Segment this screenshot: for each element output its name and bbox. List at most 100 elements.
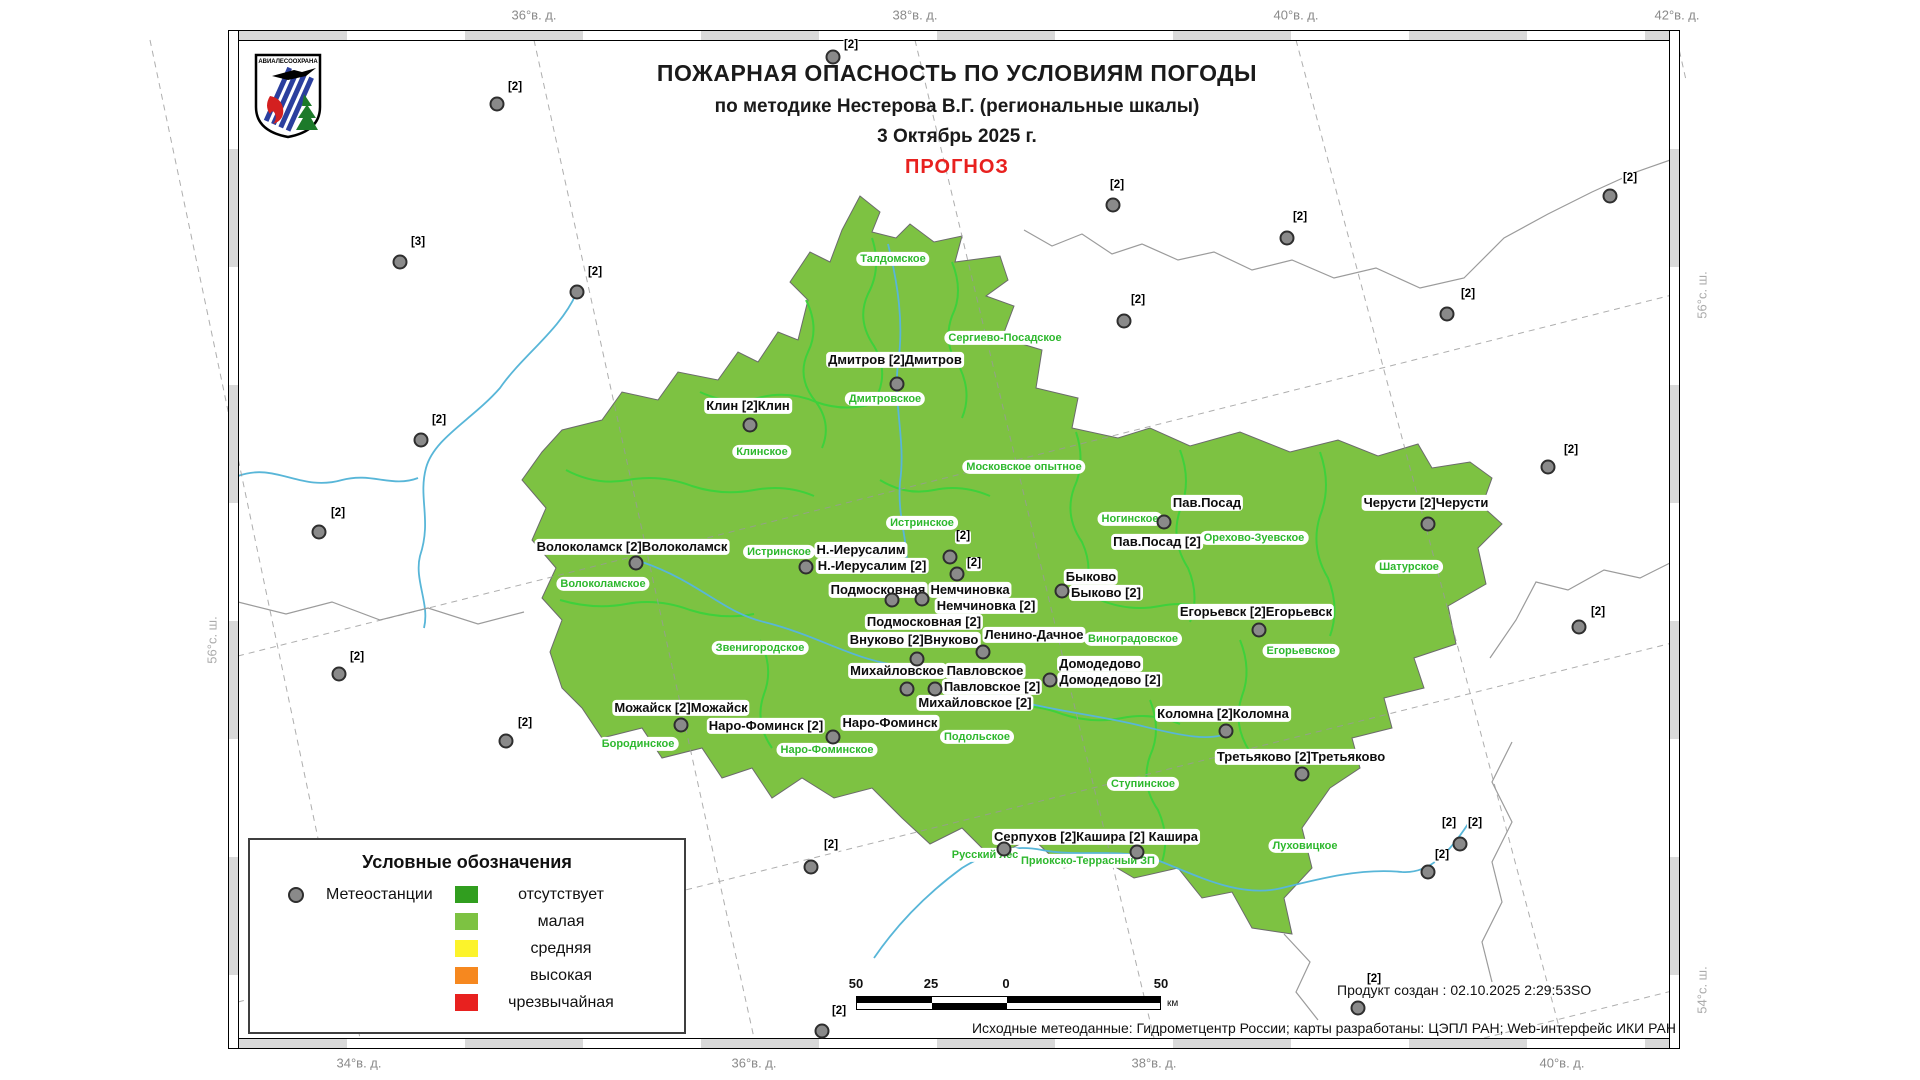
forestry-district-label: Виноградовское — [1084, 631, 1182, 647]
weather-station-dot — [825, 49, 841, 65]
weather-station-dot-icon — [288, 886, 304, 903]
station-count-label: [2] — [842, 39, 860, 53]
axis-label-longitude-top: 36°в. д. — [511, 7, 557, 23]
forestry-district-label: Истринское — [886, 515, 958, 531]
weather-station-name-label: Ленино-Дачное — [982, 626, 1086, 644]
weather-station-name-label: Домодедово — [1057, 655, 1143, 673]
weather-station-dot — [1116, 313, 1132, 329]
map-frame-bottom — [228, 1038, 1680, 1049]
weather-station-dot — [975, 644, 991, 660]
axis-label-latitude-left: 56°с. ш. — [204, 616, 220, 664]
station-count-label: [2] — [1466, 817, 1484, 831]
weather-station-dot — [803, 859, 819, 875]
forestry-district-label: Егорьевское — [1262, 643, 1340, 659]
moscow-oblast-region — [521, 195, 1503, 935]
station-count-label: [2] — [586, 266, 604, 280]
axis-label-longitude-bottom: 34°в. д. — [336, 1055, 382, 1071]
map-frame-top — [228, 30, 1680, 41]
weather-station-name-label: Наро-Фоминск [2] — [706, 717, 826, 735]
weather-station-dot — [311, 524, 327, 540]
station-count-label: [2] — [1433, 849, 1451, 863]
map-frame-right — [1669, 30, 1680, 1049]
weather-station-dot — [899, 681, 915, 697]
legend-class-row: средняя — [455, 935, 684, 962]
axis-label-longitude-top: 42°в. д. — [1654, 7, 1700, 23]
product-created-timestamp: Продукт создан : 02.10.2025 2:29:53SO — [1337, 982, 1592, 998]
station-count-label: [2] — [430, 414, 448, 428]
weather-station-dot — [392, 254, 408, 270]
weather-station-name-label: Пав.Посад — [1170, 494, 1244, 512]
map-frame-left — [228, 30, 239, 1049]
weather-station-dot — [1218, 723, 1234, 739]
legend-station-label: Метеостанции — [326, 885, 433, 903]
station-count-label: [2] — [348, 651, 366, 665]
forestry-district-label: Наро-Фоминское — [776, 742, 878, 758]
axis-label-longitude-bottom: 36°в. д. — [731, 1055, 777, 1071]
scale-bar-tick: 0 — [1002, 976, 1010, 991]
legend: Условные обозначения Метеостанции отсутс… — [248, 838, 686, 1034]
axis-label-longitude-top: 40°в. д. — [1273, 7, 1319, 23]
forestry-district-label: Клинское — [732, 444, 792, 460]
legend-class-label: высокая — [530, 966, 592, 984]
legend-swatch-icon — [455, 967, 478, 984]
station-count-label: [2] — [965, 557, 983, 571]
legend-class-row: малая — [455, 908, 684, 935]
logo-text: АВИАЛЕСООХРАНА — [258, 59, 318, 65]
weather-station-dot — [1105, 197, 1121, 213]
weather-station-name-label: Михайловское — [848, 662, 946, 680]
weather-station-dot — [914, 591, 930, 607]
weather-station-name-label: Серпухов [2]Кашира [2] Кашира — [992, 828, 1200, 846]
axis-label-longitude-bottom: 38°в. д. — [1131, 1055, 1177, 1071]
weather-station-name-label: Пав.Посад [2] — [1111, 533, 1203, 551]
weather-station-name-label: Быково [2] — [1069, 584, 1143, 602]
weather-station-name-label: Егорьевск [2]Егорьевск — [1177, 603, 1335, 621]
station-count-label: [3] — [409, 236, 427, 250]
data-sources-credit: Исходные метеоданные: Гидрометцентр Росс… — [971, 1020, 1676, 1036]
weather-station-name-label: Павловское [2] — [941, 678, 1043, 696]
weather-station-name-label: Коломна [2]Коломна — [1155, 705, 1291, 723]
weather-station-dot — [996, 841, 1012, 857]
weather-station-dot — [569, 284, 585, 300]
forecast-badge: ПРОГНОЗ — [905, 156, 1009, 178]
legend-class-label: чрезвычайная — [508, 993, 614, 1011]
forestry-district-label: Бородинское — [597, 736, 679, 752]
axis-label-latitude-right: 56°с. ш. — [1694, 271, 1710, 319]
legend-classes: отсутствует малая средняя высокая чрезвычайн… — [455, 881, 684, 1016]
weather-station-dot — [1420, 516, 1436, 532]
weather-station-name-label: Подмосковная — [828, 581, 928, 599]
forestry-district-label: Ногинское — [1097, 511, 1163, 527]
forestry-district-label: Волоколамское — [556, 576, 650, 592]
weather-station-dot — [825, 729, 841, 745]
weather-station-name-label: Волоколамск [2]Волоколамск — [534, 538, 730, 556]
axis-label-latitude-right: 54°с. ш. — [1694, 966, 1710, 1014]
weather-station-name-label: Наро-Фоминск — [840, 714, 940, 732]
forestry-district-label: Подольское — [940, 729, 1014, 745]
weather-station-name-label: Быково — [1063, 568, 1119, 586]
weather-station-dot — [1129, 844, 1145, 860]
station-count-label: [2] — [1440, 817, 1458, 831]
weather-station-name-label: Черусти [2]Черусти — [1361, 494, 1491, 512]
weather-station-name-label: Подмосковная [2] — [864, 613, 984, 631]
legend-class-label: малая — [537, 912, 585, 930]
page-title: ПОЖАРНАЯ ОПАСНОСТЬ ПО УСЛОВИЯМ ПОГОДЫ — [656, 60, 1258, 86]
weather-station-dot — [884, 592, 900, 608]
station-count-label: [2] — [1291, 211, 1309, 225]
scale-bar-tick: 25 — [923, 976, 939, 991]
weather-station-name-label: Немчиновка [2] — [934, 597, 1038, 615]
forestry-district-label: Шатурское — [1375, 559, 1443, 575]
weather-station-dot — [489, 96, 505, 112]
map-date: 3 Октябрь 2025 г. — [877, 126, 1037, 147]
station-count-label: [2] — [1621, 172, 1639, 186]
scale-bar-unit: км — [1167, 998, 1179, 1009]
weather-station-dot — [498, 733, 514, 749]
scale-bar-graphic — [856, 996, 1161, 1010]
legend-class-label: средняя — [530, 939, 592, 957]
forestry-district-label: Луховицкое — [1268, 838, 1342, 854]
weather-station-dot — [1602, 188, 1618, 204]
weather-station-dot — [1294, 766, 1310, 782]
legend-swatch-icon — [455, 886, 478, 903]
station-count-label: [2] — [954, 530, 972, 544]
weather-station-dot — [942, 549, 958, 565]
weather-station-name-label: Павловское — [944, 662, 1026, 680]
weather-station-name-label: Клин [2]Клин — [704, 397, 792, 415]
